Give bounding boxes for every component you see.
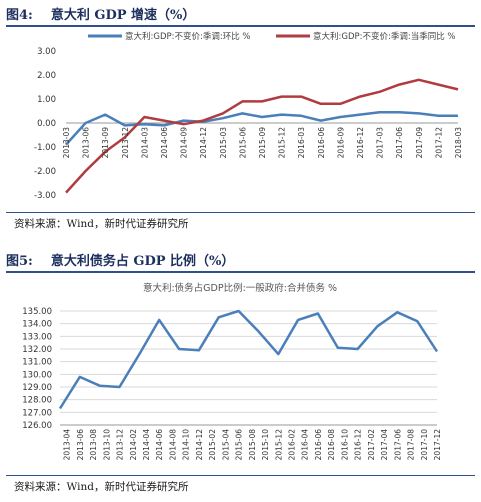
x-tick-label: 2017-03 [376,127,385,159]
x-tick-label: 2017-06 [393,429,402,461]
x-tick-label: 2014-03 [140,127,149,159]
y-tick-label: 3.00 [37,47,56,57]
series-line-qoq [65,110,458,146]
y-tick-label: -3.00 [34,191,56,201]
x-tick-label: 2018-03 [454,127,463,159]
series-line-debt [58,309,439,410]
x-tick-label: 2015-12 [274,429,283,461]
x-tick-label: 2013-06 [82,127,91,159]
y-tick-label: -2.00 [34,167,56,177]
figure-4-bottom-rule [6,212,475,213]
figure-4-top-rule [6,25,475,27]
x-tick-label: 2017-08 [407,429,416,461]
legend-label-yoy: 意大利:GDP:不变价:季调:当季同比 % [313,31,456,42]
x-tick-label: 2015-08 [248,429,257,461]
x-tick-label: 2017-02 [367,429,376,461]
gdp-series [65,78,459,194]
y-tick-label: 128.00 [22,396,52,406]
x-tick-label: 2014-02 [129,429,138,461]
y-tick-label: 134.00 [22,320,52,330]
debt-series [58,309,439,410]
debt-chart-title: 意大利:债务占GDP比例:一般政府:合并债务 % [143,282,337,294]
gdp-legend: 意大利:GDP:不变价:季调:环比 % 意大利:GDP:不变价:季调:当季同比 … [88,31,456,42]
x-tick-label: 2013-08 [89,429,98,461]
y-tick-label: 135.00 [22,307,52,317]
x-tick-label: 2014-06 [155,429,164,461]
y-tick-label: -1.00 [34,143,56,153]
debt-x-axis-ticks: 2013-04 2013-06 2013-08 2013-10 2013-12 2014-… [63,429,442,461]
x-tick-label: 2017-12 [434,127,443,159]
x-tick-label: 2014-12 [195,429,204,461]
y-tick-label: 132.00 [22,345,52,355]
debt-gridlines [60,310,437,413]
figure-4-number: 图4: [6,8,33,23]
x-tick-label: 2015-04 [221,429,230,461]
y-tick-label: 130.00 [22,370,52,380]
figure-5-bottom-rule [6,475,475,476]
x-tick-label: 2014-08 [168,429,177,461]
gdp-x-axis-ticks: 2013-03 2013-06 2013-09 2013-12 2014-03 2014-… [62,127,463,159]
figure-5-number: 图5: [6,254,33,269]
x-tick-label: 2013-10 [102,429,111,461]
x-tick-label: 2015-10 [261,429,270,461]
x-tick-label: 2017-12 [433,429,442,461]
x-tick-label: 2014-09 [180,127,189,159]
x-tick-label: 2016-03 [297,127,306,159]
figure-5-caption: 意大利债务占 GDP 比例（%） [50,254,235,269]
figure-4-title: 图4: 意大利 GDP 增速（%） [6,4,195,23]
x-tick-label: 2014-10 [182,429,191,461]
x-tick-label: 2014-06 [160,127,169,159]
x-tick-label: 2016-04 [301,429,310,461]
debt-to-gdp-chart: 意大利:债务占GDP比例:一般政府:合并债务 % 135.00 134.00 133… [22,282,442,461]
y-tick-label: 131.00 [22,358,52,368]
x-tick-label: 2016-09 [336,127,345,159]
x-tick-label: 2013-09 [101,127,110,159]
x-tick-label: 2015-12 [278,127,287,159]
gdp-growth-chart: 3.002.001.000.00-1.00-2.00-3.00 2013-03 2… [34,31,463,201]
x-tick-label: 2013-03 [62,127,71,159]
y-tick-label: 126.00 [22,421,52,431]
y-tick-label: 0.00 [37,119,56,129]
y-tick-label: 129.00 [22,383,52,393]
x-tick-label: 2015-06 [238,127,247,159]
x-tick-label: 2016-06 [317,127,326,159]
y-tick-label: 1.00 [37,95,56,105]
x-tick-label: 2015-02 [208,429,217,461]
y-tick-label: 127.00 [22,408,52,418]
x-tick-label: 2016-12 [356,127,365,159]
figure-4-caption: 意大利 GDP 增速（%） [50,8,196,23]
x-tick-label: 2013-04 [63,429,72,461]
x-tick-label: 2015-03 [219,127,228,159]
x-tick-label: 2016-02 [287,429,296,461]
x-tick-label: 2017-09 [415,127,424,159]
figure-5-source: 资料来源：Wind，新时代证券研究所 [14,481,189,493]
legend-label-qoq: 意大利:GDP:不变价:季调:环比 % [125,31,251,42]
x-tick-label: 2013-06 [76,429,85,461]
debt-y-axis-ticks: 135.00 134.00 133.00 132.00 131.00 130.00 129.… [22,307,52,431]
x-tick-label: 2014-12 [199,127,208,159]
figure-5-title: 图5: 意大利债务占 GDP 比例（%） [6,250,234,269]
x-tick-label: 2016-10 [340,429,349,461]
series-line-yoy [65,78,459,194]
x-tick-label: 2016-06 [314,429,323,461]
gdp-y-axis-ticks: 3.00 2.00 1.00 0.00 -1.00 -2.00 -3.00 [34,47,56,201]
y-tick-label: 2.00 [37,71,56,81]
x-tick-label: 2014-04 [142,429,151,461]
x-tick-label: 2016-12 [354,429,363,461]
x-tick-label: 2017-06 [395,127,404,159]
x-tick-label: 2017-10 [420,429,429,461]
x-tick-label: 2016-08 [327,429,336,461]
x-tick-label: 2015-09 [258,127,267,159]
x-tick-label: 2013-12 [116,429,125,461]
x-tick-label: 2017-04 [380,429,389,461]
figure-5-top-rule [6,271,475,273]
x-tick-label: 2015-06 [235,429,244,461]
y-tick-label: 133.00 [22,332,52,342]
figure-4-source: 资料来源：Wind，新时代证券研究所 [14,218,189,230]
x-tick-label: 2013-12 [121,127,130,159]
